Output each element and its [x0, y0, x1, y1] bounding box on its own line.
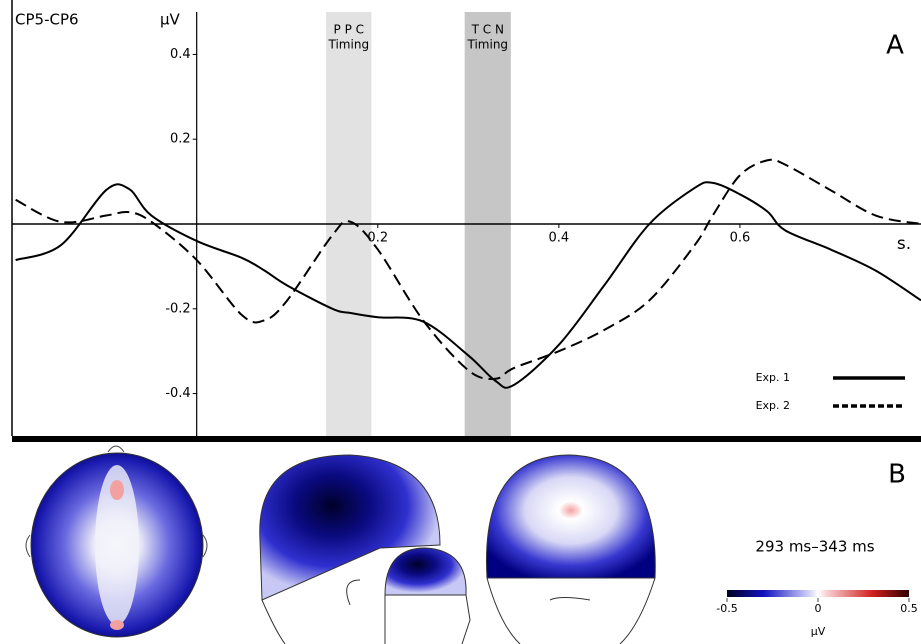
colorbar-gradient — [727, 590, 909, 597]
x-tick-label: 0.4 — [549, 231, 570, 246]
colorbar-tick-label: 0 — [815, 602, 822, 615]
x-axis-label: s. — [897, 234, 911, 254]
colorbar-tick-label: -0.5 — [716, 602, 737, 615]
panel-label: A — [886, 31, 904, 61]
band-label: T C N — [471, 23, 504, 37]
topomap-back — [486, 455, 655, 644]
y-tick-label: 0.4 — [170, 47, 191, 62]
channel-label: CP5-CP6 — [15, 11, 79, 29]
y-axis-label: µV — [160, 11, 181, 29]
colorbar-label: µV — [811, 625, 826, 638]
panel-divider — [12, 436, 921, 442]
topomap-side — [260, 455, 470, 644]
y-tick-label: 0.2 — [170, 132, 191, 147]
panel-label: B — [888, 460, 906, 490]
band-label: Timing — [467, 38, 509, 52]
time-window: 293 ms–343 ms — [755, 538, 874, 556]
figure: CP5-CP6 µV s. A B 293 ms–343 ms µV P P C… — [0, 0, 921, 644]
topomap-top — [26, 446, 207, 637]
band-label: P P C — [334, 23, 364, 37]
legend-label: Exp. 1 — [756, 371, 790, 384]
colorbar-tick-label: 0.5 — [900, 602, 918, 615]
x-tick-label: 0.2 — [367, 231, 388, 246]
legend-label: Exp. 2 — [756, 399, 790, 412]
y-tick-label: -0.2 — [165, 301, 190, 316]
x-tick-label: 0.6 — [730, 231, 751, 246]
colorbar — [727, 590, 909, 602]
y-tick-label: -0.4 — [165, 386, 190, 401]
band-label: Timing — [328, 38, 370, 52]
